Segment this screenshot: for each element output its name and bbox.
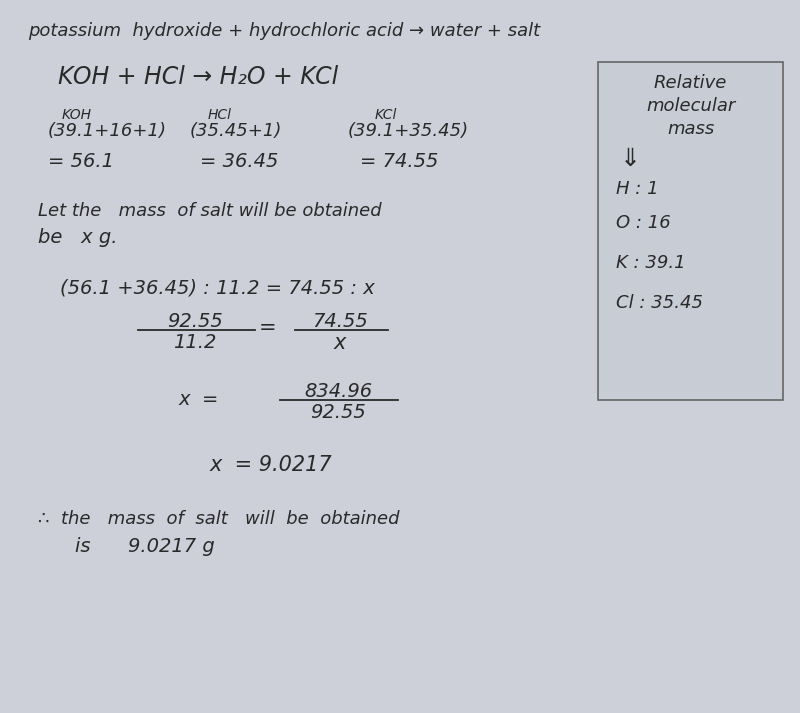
Text: 92.55: 92.55 — [167, 312, 223, 331]
Text: HCl: HCl — [208, 108, 232, 122]
Text: 74.55: 74.55 — [312, 312, 368, 331]
Text: KOH + HCl → H₂O + KCl: KOH + HCl → H₂O + KCl — [58, 65, 338, 89]
Text: molecular: molecular — [646, 97, 735, 115]
Text: = 56.1: = 56.1 — [48, 152, 114, 171]
Text: be   x g.: be x g. — [38, 228, 118, 247]
Text: Cl : 35.45: Cl : 35.45 — [616, 294, 703, 312]
Text: Relative: Relative — [654, 74, 727, 92]
Text: = 74.55: = 74.55 — [360, 152, 438, 171]
Text: KCl: KCl — [375, 108, 398, 122]
FancyBboxPatch shape — [598, 62, 783, 400]
Text: x: x — [334, 333, 346, 353]
Text: =: = — [259, 318, 277, 338]
Text: 11.2: 11.2 — [174, 333, 217, 352]
Text: ⇓: ⇓ — [620, 147, 641, 171]
Text: (39.1+16+1): (39.1+16+1) — [48, 122, 167, 140]
Text: is      9.0217 g: is 9.0217 g — [75, 537, 214, 556]
Text: (35.45+1): (35.45+1) — [190, 122, 282, 140]
Text: x  =: x = — [178, 390, 218, 409]
Text: KOH: KOH — [62, 108, 92, 122]
Text: H : 1: H : 1 — [616, 180, 658, 198]
Text: mass: mass — [667, 120, 714, 138]
Text: 92.55: 92.55 — [310, 403, 366, 422]
Text: K : 39.1: K : 39.1 — [616, 254, 686, 272]
Text: 834.96: 834.96 — [304, 382, 372, 401]
Text: = 36.45: = 36.45 — [200, 152, 278, 171]
Text: potassium  hydroxide + hydrochloric acid → water + salt: potassium hydroxide + hydrochloric acid … — [28, 22, 540, 40]
Text: (39.1+35.45): (39.1+35.45) — [348, 122, 469, 140]
Text: x  = 9.0217: x = 9.0217 — [210, 455, 333, 475]
Text: (56.1 +36.45) : 11.2 = 74.55 : x: (56.1 +36.45) : 11.2 = 74.55 : x — [60, 278, 374, 297]
Text: Let the   mass  of salt will be obtained: Let the mass of salt will be obtained — [38, 202, 382, 220]
Text: ∴  the   mass  of  salt   will  be  obtained: ∴ the mass of salt will be obtained — [38, 510, 399, 528]
Text: O : 16: O : 16 — [616, 214, 670, 232]
